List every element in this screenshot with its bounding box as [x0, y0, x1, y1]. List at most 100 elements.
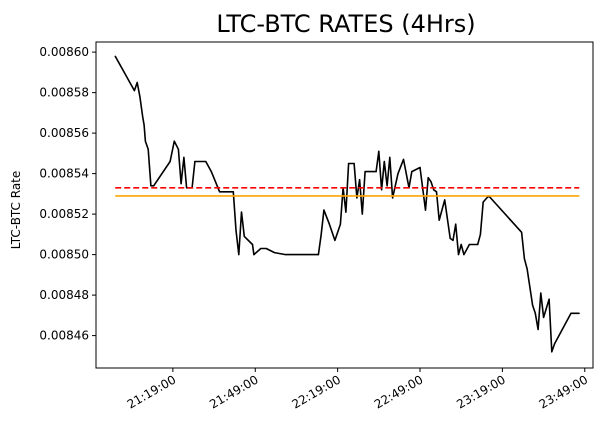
data-point: [180, 183, 182, 185]
y-tick-label: 0.00852: [39, 207, 89, 221]
data-point: [150, 185, 152, 187]
data-point: [139, 96, 141, 98]
data-point: [532, 304, 534, 306]
data-point: [534, 312, 536, 314]
y-tick-label: 0.00856: [39, 126, 89, 140]
data-point: [375, 171, 377, 173]
y-axis-label: LTC-BTC Rate: [9, 171, 23, 250]
data-point: [521, 231, 523, 233]
data-point: [411, 171, 413, 173]
data-point: [570, 312, 572, 314]
plot-frame: [95, 41, 594, 369]
data-point: [235, 229, 237, 231]
data-point: [392, 197, 394, 199]
data-point: [265, 247, 267, 250]
data-point: [251, 243, 254, 246]
data-point: [210, 171, 212, 173]
data-point: [205, 160, 207, 163]
data-point: [551, 351, 553, 353]
data-point: [402, 158, 405, 160]
data-point: [356, 197, 358, 199]
data-point: [383, 160, 385, 163]
data-point: [353, 162, 355, 165]
data-point: [323, 209, 325, 211]
data-point: [243, 235, 245, 237]
data-point: [389, 156, 391, 158]
series-line-0: [114, 55, 580, 353]
data-point: [186, 187, 188, 189]
data-point: [177, 148, 179, 150]
data-point: [142, 116, 144, 118]
data-point: [253, 254, 255, 256]
y-tick-label: 0.00850: [39, 248, 89, 262]
data-point: [284, 254, 287, 256]
data-point: [364, 171, 366, 173]
data-point: [345, 211, 347, 213]
data-point: [273, 252, 276, 254]
data-point: [427, 177, 429, 179]
data-point: [468, 243, 470, 246]
data-point: [526, 268, 528, 270]
data-point: [457, 254, 460, 256]
data-point: [359, 179, 361, 181]
data-point: [317, 254, 319, 256]
data-point: [339, 223, 341, 225]
data-point: [438, 219, 440, 221]
data-point: [430, 181, 432, 183]
data-point: [260, 247, 262, 250]
data-point: [147, 148, 149, 150]
data-point: [444, 199, 446, 201]
data-point: [452, 239, 454, 241]
y-tick-label: 0.00858: [39, 86, 89, 100]
data-point: [386, 185, 388, 187]
y-tick-label: 0.00854: [39, 167, 89, 181]
data-point: [334, 239, 336, 241]
plot-area: [114, 55, 580, 353]
data-point: [578, 312, 580, 314]
y-tick-label: 0.00846: [39, 329, 89, 343]
data-point: [194, 160, 196, 163]
y-axis: 0.00846 0.00848 0.00850 0.00852 0.00854 0.008…: [39, 45, 96, 343]
data-point: [169, 160, 171, 163]
y-tick-label: 0.00848: [39, 288, 89, 302]
data-point: [540, 292, 542, 294]
data-point: [144, 140, 146, 142]
data-point: [477, 243, 479, 246]
data-point: [537, 328, 539, 331]
data-point: [143, 124, 145, 126]
data-point: [136, 81, 138, 84]
data-point: [479, 233, 481, 235]
data-point: [114, 55, 116, 57]
data-point: [435, 191, 438, 193]
data-point: [463, 254, 465, 256]
data-point: [219, 191, 221, 193]
data-point: [424, 209, 427, 211]
data-point: [482, 201, 484, 203]
data-point: [397, 173, 399, 175]
data-point: [543, 316, 545, 318]
data-point: [378, 150, 380, 152]
data-point: [153, 185, 155, 187]
data-point: [240, 211, 243, 213]
data-point: [361, 213, 363, 215]
data-point: [381, 189, 383, 191]
data-point: [433, 189, 435, 191]
data-point: [290, 254, 292, 256]
data-point: [133, 90, 135, 92]
data-point: [238, 254, 240, 256]
y-tick-label: 0.00860: [39, 45, 89, 59]
data-point: [183, 156, 185, 158]
data-point: [232, 191, 234, 193]
data-point: [548, 298, 550, 300]
data-point: [554, 343, 556, 345]
data-point: [449, 237, 451, 239]
data-point: [523, 258, 526, 260]
data-point: [419, 166, 421, 169]
data-point: [460, 243, 462, 246]
data-point: [328, 223, 330, 225]
data-point: [320, 233, 322, 235]
data-point: [348, 162, 350, 165]
data-point: [455, 223, 457, 225]
